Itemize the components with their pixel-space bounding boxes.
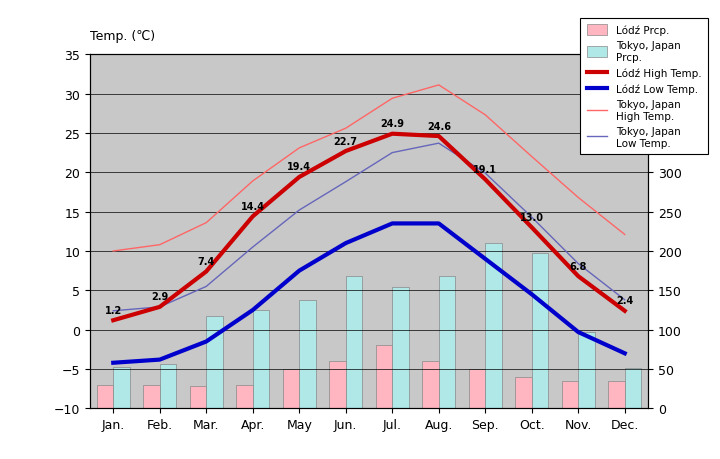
Bar [160,364,176,409]
Bar [625,369,641,409]
Bar [423,361,438,409]
Bar [392,287,408,409]
Bar [300,300,315,409]
Bar [516,377,532,409]
Bar [532,254,548,409]
Bar [346,277,362,409]
Text: 1.2: 1.2 [104,305,122,315]
Text: 2.4: 2.4 [616,296,634,306]
Bar [376,346,392,409]
Bar [469,369,485,409]
Bar [283,369,300,409]
Text: 13.0: 13.0 [520,213,544,222]
Bar [608,381,625,409]
Legend: Lódź Prcp., Tokyo, Japan
Prcp., Lódź High Temp., Lódź Low Temp., Tokyo, Japan
Hi: Lódź Prcp., Tokyo, Japan Prcp., Lódź Hig… [580,19,708,155]
Text: 24.9: 24.9 [380,119,404,129]
Text: 2.9: 2.9 [151,292,168,302]
Text: 14.4: 14.4 [240,202,265,212]
Bar [330,361,346,409]
Bar [485,244,502,409]
Text: 19.4: 19.4 [287,162,311,172]
Bar [97,385,113,409]
Bar [236,385,253,409]
Bar [562,381,578,409]
Text: 6.8: 6.8 [570,261,587,271]
Bar [206,317,222,409]
Bar [113,368,130,409]
Text: 24.6: 24.6 [427,121,451,131]
Text: 22.7: 22.7 [334,136,358,146]
Text: 7.4: 7.4 [197,257,215,266]
Bar [190,386,206,409]
Bar [253,310,269,409]
Bar [578,332,595,409]
Bar [143,385,160,409]
Text: 19.1: 19.1 [473,164,498,174]
Bar [438,277,455,409]
Text: Temp. (℃): Temp. (℃) [90,30,155,43]
